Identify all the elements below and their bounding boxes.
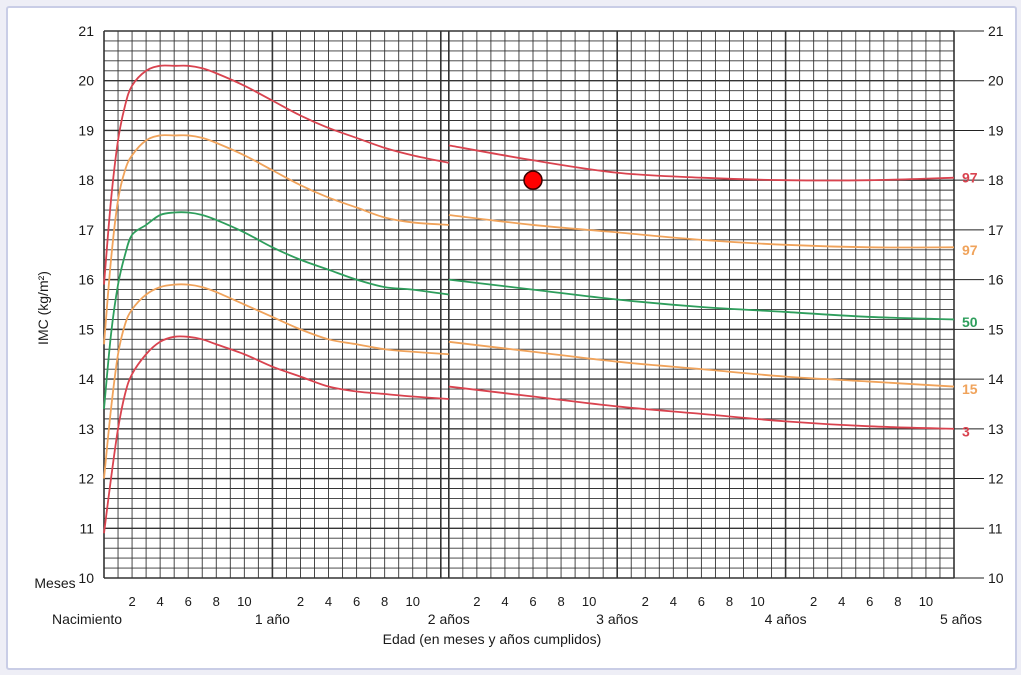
month-tick-label: 10 [750,594,764,609]
series-line-50 [103,211,449,410]
data-point-marker [523,170,543,190]
series-line-3 [448,385,955,430]
month-tick-label: 6 [698,594,705,609]
curve-label-97: 97 [962,242,978,258]
y-tick-label-left: 16 [78,272,94,288]
y-tick-label-right: 20 [988,73,1004,89]
y-axis-label: IMC (kg/m²) [35,271,51,345]
month-tick-label: 10 [582,594,596,609]
y-tick-label-right: 13 [988,421,1004,437]
year-label: Nacimiento [52,611,122,627]
month-tick-label: 4 [670,594,677,609]
y-tick-label-right: 10 [988,570,1004,586]
month-tick-label: 4 [325,594,332,609]
months-label: Meses [34,575,75,591]
y-tick-label-right: 16 [988,272,1004,288]
y-tick-label-left: 20 [78,73,94,89]
month-tick-label: 8 [381,594,388,609]
month-tick-label: 6 [185,594,192,609]
year-label: 2 años [428,611,470,627]
series-line-85 [448,214,955,249]
month-tick-label: 2 [810,594,817,609]
y-tick-label-left: 11 [79,520,94,536]
chart-frame: 10 10 11 11 12 12 13 13 14 14 15 15 16 16 17 17 18 18 19 19… [6,6,1017,670]
year-label: 4 años [765,611,807,627]
month-tick-label: 2 [128,594,135,609]
month-tick-label: 6 [353,594,360,609]
month-tick-label: 2 [297,594,304,609]
y-tick-label-right: 11 [988,520,1003,536]
month-tick-label: 8 [557,594,564,609]
month-tick-label: 4 [501,594,508,609]
chart-labels: 97 97 50 15 3 [523,170,978,439]
curve-label-15: 15 [962,381,978,397]
y-tick-label-left: 12 [78,471,94,487]
x-axis-label: Edad (en meses y años cumplidos) [383,631,602,647]
chart-grid [103,30,955,579]
plot-background [104,31,954,578]
month-tick-label: 2 [473,594,480,609]
chart-axes: 10 10 11 11 12 12 13 13 14 14 15 15 16 16 17 17 18 18 19 19… [52,23,1004,627]
year-label: 1 año [255,611,290,627]
curve-label-50: 50 [962,314,978,330]
month-tick-label: 10 [237,594,251,609]
curve-label-3: 3 [962,423,970,439]
y-tick-label-left: 17 [78,222,94,238]
month-tick-label: 8 [726,594,733,609]
y-tick-label-right: 18 [988,172,1004,188]
series-line-3 [103,335,449,534]
y-tick-label-right: 17 [988,222,1004,238]
month-tick-label: 2 [642,594,649,609]
y-tick-label-right: 12 [988,471,1004,487]
chart-series [103,64,955,534]
y-tick-label-left: 21 [78,23,94,39]
y-tick-label-right: 14 [988,371,1004,387]
series-line-97 [103,64,449,285]
y-tick-label-left: 18 [78,172,94,188]
series-line-50 [448,278,955,321]
series-line-85 [103,134,449,345]
y-tick-label-right: 19 [988,122,1004,138]
curve-label-97: 97 [962,170,978,186]
series-line-97 [448,144,955,182]
month-tick-label: 6 [529,594,536,609]
month-tick-label: 8 [213,594,220,609]
y-tick-label-right: 21 [988,23,1004,39]
month-tick-label: 10 [919,594,933,609]
month-tick-label: 8 [894,594,901,609]
series-line-15 [103,283,449,479]
month-tick-label: 4 [838,594,845,609]
y-tick-label-left: 13 [78,421,94,437]
month-tick-label: 10 [405,594,419,609]
month-tick-label: 6 [866,594,873,609]
year-label: 5 años [940,611,982,627]
month-tick-label: 4 [157,594,164,609]
y-tick-label-left: 14 [78,371,94,387]
series-line-15 [448,340,955,388]
y-tick-label-left: 15 [78,321,94,337]
y-tick-label-right: 15 [988,321,1004,337]
year-label: 3 años [596,611,638,627]
y-tick-label-left: 10 [78,570,94,586]
bmi-growth-chart: 10 10 11 11 12 12 13 13 14 14 15 15 16 16 17 17 18 18 19 19… [34,23,1004,647]
y-tick-label-left: 19 [78,122,94,138]
